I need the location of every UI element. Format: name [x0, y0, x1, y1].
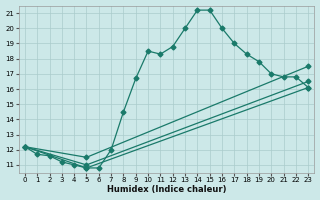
- X-axis label: Humidex (Indice chaleur): Humidex (Indice chaleur): [107, 185, 226, 194]
